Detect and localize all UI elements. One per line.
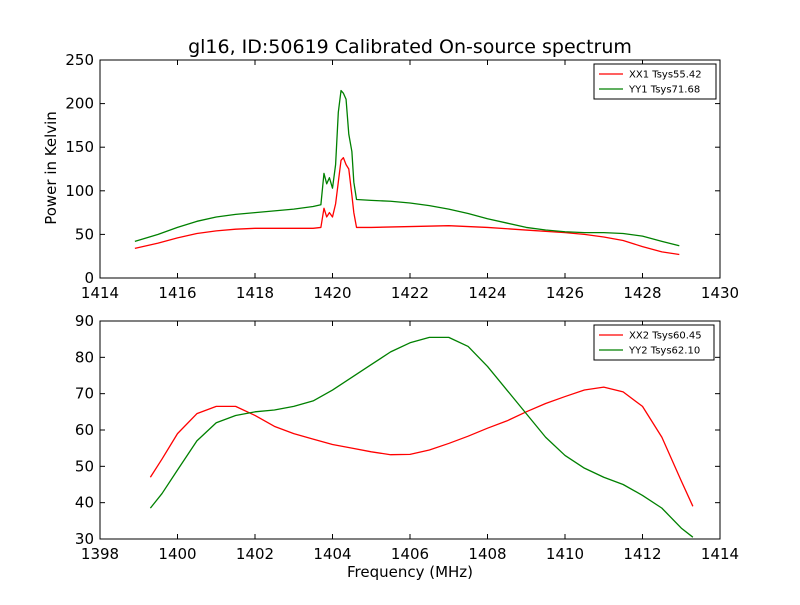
x-tick-label-bottom: 1402 [236,545,274,563]
y-tick-label-bottom: 80 [75,348,94,366]
x-tick-label-bottom: 1410 [546,545,584,563]
x-tick-label-top: 1426 [546,284,584,302]
x-tick-label-bottom: 1408 [468,545,506,563]
series-line-bottom-1 [149,386,694,507]
y-tick-label-bottom: 60 [75,421,94,439]
legend-label-top-2: YY1 Tsys71.68 [628,85,700,96]
legend-label-bottom-1: XX2 Tsys60.45 [629,331,702,342]
x-tick-label-top: 1422 [391,284,429,302]
y-tick-label-bottom: 90 [75,312,94,330]
y-tick-label-top: 150 [65,138,94,156]
x-tick-label-bottom: 1398 [81,545,119,563]
legend-bottom: XX2 Tsys60.45 YY2 Tsys62.10 [593,324,715,361]
y-tick-label-bottom: 50 [75,457,94,475]
y-axis-label-top: Power in Kelvin [42,111,60,225]
x-tick-label-top: 1420 [313,284,351,302]
legend-top: XX1 Tsys55.42 YY1 Tsys71.68 [593,63,717,100]
x-tick-label-top: 1416 [158,284,196,302]
legend-label-top-1: XX1 Tsys55.42 [629,70,702,81]
y-tick-label-top: 0 [84,269,94,287]
series-line-top-1 [134,157,680,256]
x-tick-label-bottom: 1406 [391,545,429,563]
y-tick-label-top: 100 [65,182,94,200]
legend-box-bottom [593,324,715,361]
x-axis-label-bottom: Frequency (MHz) [347,563,473,581]
x-tick-label-bottom: 1404 [313,545,351,563]
x-tick-label-top: 1414 [81,284,119,302]
series-line-bottom-2 [149,336,694,538]
series-line-top-2 [134,89,680,247]
x-tick-label-top: 1430 [701,284,739,302]
x-tick-label-bottom: 1414 [701,545,739,563]
y-tick-label-bottom: 40 [75,494,94,512]
top-plot-panel: 1414 1416 1418 1420 1422 1424 1426 1428 1430 0 50 1… [65,51,739,302]
legend-label-bottom-2: YY2 Tsys62.10 [628,346,700,357]
bottom-plot-panel: 1398 1400 1402 1404 1406 1408 1410 1412 1414 30 40… [75,312,739,563]
x-tick-label-bottom: 1412 [623,545,661,563]
y-tick-label-bottom: 30 [75,530,94,548]
x-tick-label-bottom: 1400 [158,545,196,563]
legend-box-top [593,63,717,100]
x-tick-label-top: 1424 [468,284,506,302]
y-tick-label-top: 250 [65,51,94,69]
y-tick-label-bottom: 70 [75,385,94,403]
y-tick-label-top: 50 [75,225,94,243]
y-tick-label-top: 200 [65,95,94,113]
x-tick-label-top: 1428 [623,284,661,302]
chart-title: gl16, ID:50619 Calibrated On-source spec… [188,36,632,58]
x-tick-label-top: 1418 [236,284,274,302]
